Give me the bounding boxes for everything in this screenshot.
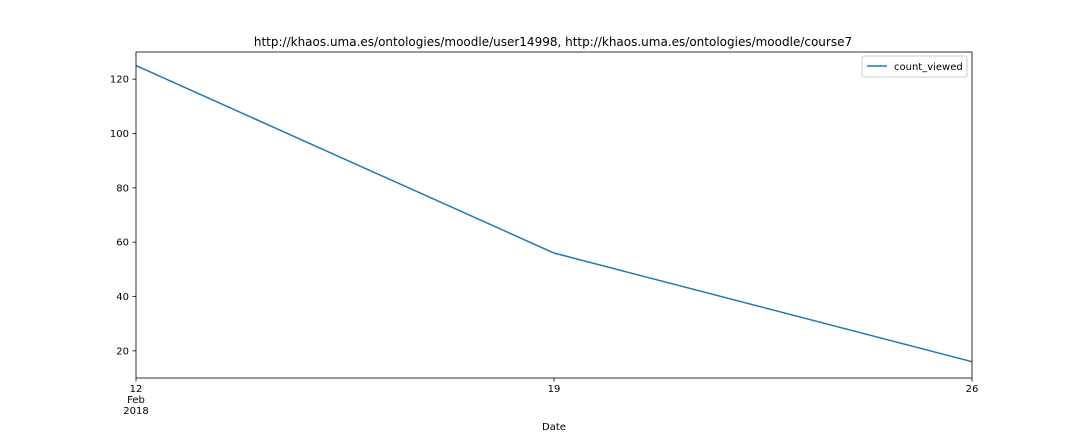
x-axis-label: Date <box>542 422 566 432</box>
series-layer <box>135 64 973 363</box>
y-tick-label: 120 <box>110 75 129 86</box>
legend-label: count_viewed <box>894 62 963 73</box>
y-tick-label: 100 <box>110 129 129 140</box>
x-tick-label: 26 <box>966 384 979 395</box>
legend-box <box>861 55 968 78</box>
y-tick-label: 60 <box>116 238 129 249</box>
y-axis: 20 40 60 80 100 120 <box>110 75 136 357</box>
x-tick-label: 2018 <box>123 406 148 417</box>
series-line-count_viewed <box>135 64 973 363</box>
chart-title: http://khaos.uma.es/ontologies/moodle/us… <box>254 35 852 49</box>
x-tick-label: 12 <box>130 384 143 395</box>
legend: count_viewed <box>861 55 968 78</box>
x-tick-label: 19 <box>548 384 561 395</box>
plot-area <box>136 52 972 378</box>
y-tick-label: 20 <box>116 346 129 357</box>
y-tick-label: 40 <box>116 292 129 303</box>
x-tick-label: Feb <box>127 395 145 406</box>
plot-frame <box>135 51 973 379</box>
y-tick-label: 80 <box>116 183 129 194</box>
